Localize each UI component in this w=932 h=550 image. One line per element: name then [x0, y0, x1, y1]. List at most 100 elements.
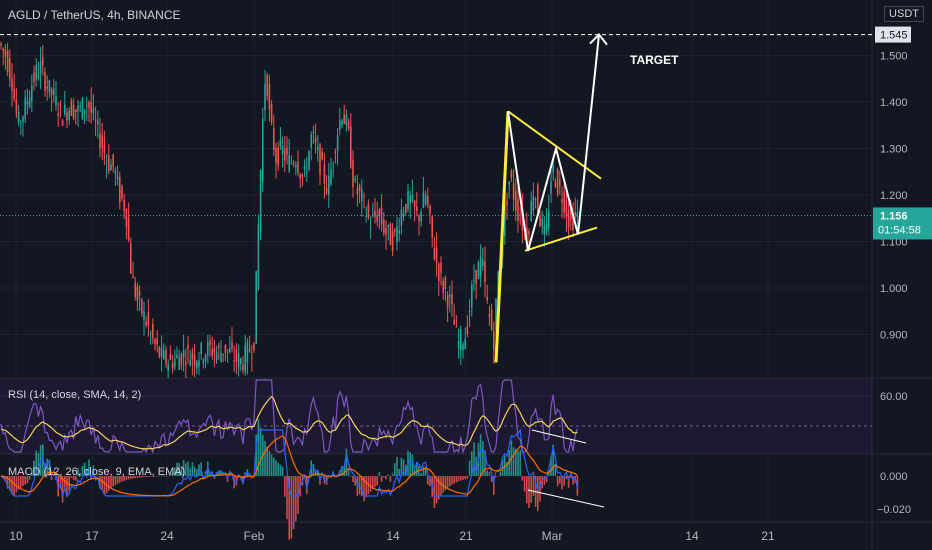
candle-body	[259, 170, 262, 232]
candle-body	[152, 323, 154, 339]
candle-body	[299, 174, 301, 179]
macd-histogram-bar	[420, 473, 422, 476]
macd-histogram-bar	[488, 471, 491, 476]
candle-body	[424, 194, 427, 204]
macd-histogram-bar	[268, 450, 271, 476]
macd-histogram-bar	[565, 476, 568, 480]
macd-histogram-bar	[72, 476, 75, 480]
macd-histogram-bar	[539, 476, 541, 502]
price-tick-label: 1.200	[880, 190, 908, 202]
candle-body	[537, 184, 539, 213]
candle-body	[495, 298, 497, 330]
macd-histogram-bar	[224, 474, 227, 476]
time-tick-label: 14	[685, 529, 699, 543]
candle-body	[460, 329, 462, 351]
price-tick-label: 1.100	[880, 237, 908, 249]
macd-histogram-bar	[185, 463, 187, 476]
candle-body	[394, 229, 396, 232]
candle-body	[182, 350, 185, 358]
candle-body	[105, 161, 108, 163]
macd-histogram-bar	[218, 470, 220, 476]
macd-histogram-bar	[169, 474, 172, 476]
candle-body	[226, 349, 229, 351]
candle-body	[220, 352, 222, 362]
candle-body	[554, 181, 557, 188]
candle-body	[336, 135, 339, 151]
candle-body	[53, 88, 55, 95]
macd-histogram-bar	[125, 476, 128, 481]
price-tick-label: 1.000	[880, 283, 908, 295]
candle-body	[57, 113, 59, 116]
target-price-label: 1.545	[880, 30, 908, 42]
time-tick-label: 21	[459, 529, 473, 543]
macd-histogram-bar	[427, 476, 429, 485]
candle-body	[457, 341, 460, 348]
candle-body	[409, 195, 411, 203]
macd-histogram-bar	[440, 476, 442, 496]
macd-histogram-bar	[424, 466, 427, 476]
time-tick-label: Feb	[244, 529, 265, 543]
macd-histogram-bar	[11, 476, 13, 495]
candle-body	[407, 191, 409, 210]
macd-histogram-bar	[402, 459, 405, 476]
candle-body	[339, 120, 341, 130]
macd-histogram-bar	[178, 463, 180, 476]
candle-body	[112, 154, 114, 167]
time-tick-label: Mar	[542, 529, 563, 543]
macd-histogram-bar	[187, 461, 189, 476]
candle-body	[506, 200, 508, 206]
candle-body	[358, 185, 361, 192]
candle-body	[468, 311, 471, 313]
candle-body	[231, 342, 233, 349]
macd-histogram-bar	[127, 476, 130, 480]
macd-histogram-bar	[163, 475, 165, 476]
candle-body	[365, 216, 367, 218]
candle-body	[341, 120, 343, 126]
candle-body	[83, 109, 86, 115]
macd-histogram-bar	[35, 450, 37, 476]
macd-histogram-bar	[64, 476, 66, 488]
macd-histogram-bar	[433, 476, 436, 509]
candle-body	[567, 210, 570, 228]
rsi-divergence-line	[531, 429, 587, 444]
macd-histogram-bar	[526, 476, 528, 504]
candle-body	[422, 192, 425, 209]
candle-body	[270, 104, 273, 123]
macd-signal-line	[0, 435, 578, 497]
macd-histogram-bar	[422, 466, 425, 476]
candle-body	[440, 262, 442, 273]
candle-body	[262, 119, 264, 181]
candle-body	[125, 209, 128, 227]
candle-body	[218, 345, 220, 349]
currency-unit-button[interactable]: USDT	[884, 6, 924, 22]
price-tick-label: 1.300	[880, 144, 908, 156]
candle-body	[24, 97, 26, 120]
macd-histogram-bar	[563, 476, 565, 486]
macd-histogram-bar	[376, 476, 378, 486]
candle-body	[176, 354, 178, 358]
candle-body	[209, 340, 211, 345]
candle-body	[545, 223, 548, 232]
rsi-pane-background	[0, 378, 872, 454]
macd-histogram-bar	[570, 476, 572, 479]
macd-histogram-bar	[17, 476, 20, 490]
price-tick-label: 1.500	[880, 51, 908, 63]
candle-body	[116, 175, 119, 180]
macd-histogram-bar	[31, 469, 33, 476]
rsi-line	[0, 379, 578, 455]
macd-histogram-bar	[79, 473, 81, 476]
macd-histogram-bar	[457, 476, 460, 482]
macd-histogram-bar	[94, 476, 97, 479]
macd-histogram-bar	[486, 470, 488, 476]
macd-histogram-bar	[141, 476, 143, 478]
macd-histogram-bar	[435, 476, 438, 504]
candle-body	[130, 243, 132, 274]
candle-body	[246, 342, 249, 363]
candle-body	[402, 212, 405, 217]
macd-histogram-bar	[22, 476, 24, 486]
macd-histogram-bar	[398, 468, 400, 476]
candle-body	[427, 196, 429, 206]
macd-histogram-bar	[358, 476, 361, 495]
macd-histogram-bar	[416, 461, 418, 476]
